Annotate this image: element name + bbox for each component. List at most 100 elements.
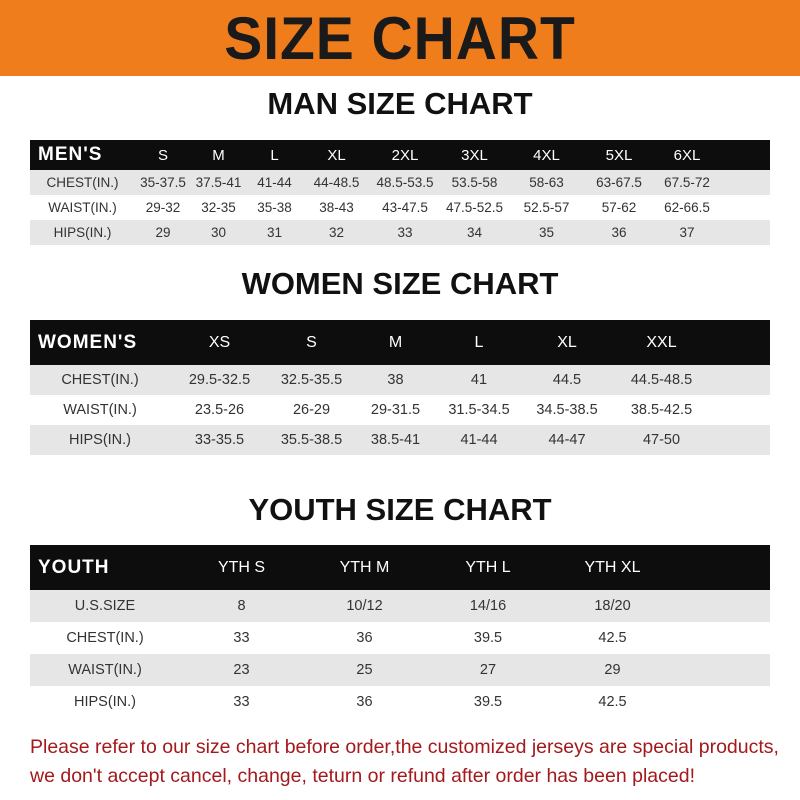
size-header: 6XL [673, 146, 701, 164]
table-cell: 29.5-32.5 [188, 372, 251, 388]
size-header: YTH L [465, 558, 511, 576]
table-header-label: YOUTH [38, 556, 110, 578]
table-cell: 41-44 [460, 432, 498, 448]
table-row: HIPS(IN.) 29 30 31 32 33 34 35 36 37 [30, 220, 770, 245]
row-label: HIPS(IN.) [53, 225, 112, 240]
table-row: HIPS(IN.) 33-35.5 35.5-38.5 38.5-41 41-44 44-… [30, 425, 770, 455]
table-header-label: MEN'S [38, 144, 103, 165]
table-cell: 33-35.5 [194, 432, 245, 448]
table-cell: 38.5-41 [370, 432, 421, 448]
table-row: WAIST(IN.) 23 25 27 29 [30, 654, 770, 686]
table-cell: 23 [233, 662, 250, 678]
row-label: WAIST(IN.) [63, 402, 137, 418]
table-cell: 32 [328, 225, 345, 240]
size-header: XL [557, 333, 577, 351]
table-cell: 35-37.5 [140, 175, 186, 190]
table-row: CHEST(IN.) 29.5-32.5 32.5-35.5 38 41 44.5 44.5… [30, 365, 770, 395]
table-cell: 14/16 [469, 598, 507, 614]
table-cell: 58-63 [529, 175, 564, 190]
table-cell: 32-35 [201, 200, 236, 215]
notice-line-1: Please refer to our size chart before or… [30, 736, 779, 758]
table-cell: 27 [479, 662, 497, 678]
table-row: CHEST(IN.) 33 36 39.5 42.5 [30, 622, 770, 654]
size-header: XS [208, 333, 231, 351]
row-label: HIPS(IN.) [68, 432, 132, 448]
table-cell: 29 [155, 225, 171, 240]
table-cell: 37.5-41 [195, 175, 242, 190]
table-cell: 18/20 [594, 598, 631, 614]
notice-line-2: we don't accept cancel, change, teturn o… [30, 765, 695, 787]
size-header: 4XL [533, 146, 560, 164]
size-header: 3XL [461, 146, 488, 164]
table-cell: 67.5-72 [664, 175, 710, 190]
banner-title: SIZE CHART [224, 4, 576, 72]
row-label: CHEST(IN.) [61, 372, 139, 388]
table-cell: 26-29 [292, 402, 331, 418]
table-cell: 44.5 [552, 372, 582, 388]
table-cell: 33 [397, 225, 413, 240]
size-header: S [157, 146, 168, 164]
size-header: 5XL [605, 146, 633, 164]
table-cell: 39.5 [473, 694, 503, 710]
table-header-label: WOMEN'S [38, 331, 138, 353]
table-cell: 44.5-48.5 [630, 372, 693, 388]
men-size-table: MEN'S S M L XL 2XL 3XL 4XL 5XL 6XL CHEST(IN.) 35-37… [30, 140, 770, 245]
table-cell: 41-44 [257, 175, 292, 190]
table-cell: 47-50 [642, 432, 681, 448]
header-row: MEN'S S M L XL 2XL 3XL 4XL 5XL 6XL [30, 140, 770, 170]
row-label: U.S.SIZE [74, 598, 136, 614]
row-label: CHEST(IN.) [46, 175, 119, 190]
table-row: WAIST(IN.) 29-32 32-35 35-38 38-43 43-47.5 47.… [30, 195, 770, 220]
size-notice: Please refer to our size chart before or… [30, 733, 790, 791]
size-header: S [306, 333, 317, 351]
table-cell: 25 [356, 662, 373, 678]
table-cell: 36 [611, 225, 627, 240]
row-label: CHEST(IN.) [66, 630, 144, 646]
table-cell: 30 [210, 225, 227, 240]
table-cell: 35-38 [257, 200, 292, 215]
men-title: MAN SIZE CHART [267, 86, 533, 121]
table-cell: 63-67.5 [596, 175, 642, 190]
table-cell: 48.5-53.5 [376, 175, 434, 190]
size-header: YTH XL [584, 558, 641, 576]
table-cell: 36 [356, 630, 373, 646]
size-header: YTH M [339, 558, 390, 576]
youth-size-table: YOUTH YTH S YTH M YTH L YTH XL U.S.SIZE 8 10/12… [30, 545, 770, 718]
table-cell: 23.5-26 [194, 402, 245, 418]
table-cell: 52.5-57 [523, 200, 570, 215]
table-cell: 43-47.5 [382, 200, 428, 215]
size-header: 2XL [391, 146, 419, 164]
table-cell: 39.5 [473, 630, 503, 646]
table-row: WAIST(IN.) 23.5-26 26-29 29-31.5 31.5-34.5 34… [30, 395, 770, 425]
table-cell: 36 [356, 694, 373, 710]
size-header: M [212, 146, 225, 164]
table-cell: 42.5 [598, 630, 627, 646]
table-cell: 33 [233, 694, 250, 710]
table-cell: 35.5-38.5 [280, 432, 343, 448]
table-cell: 53.5-58 [451, 175, 498, 190]
table-cell: 29-31.5 [370, 402, 421, 418]
table-cell: 34.5-38.5 [536, 402, 598, 418]
size-header: M [388, 333, 403, 351]
size-header: L [270, 146, 279, 164]
row-label: WAIST(IN.) [48, 200, 117, 215]
table-cell: 41 [470, 372, 488, 388]
table-cell: 8 [237, 598, 246, 614]
header-row: YOUTH YTH S YTH M YTH L YTH XL [30, 545, 770, 590]
table-cell: 29-32 [145, 200, 181, 215]
table-cell: 57-62 [601, 200, 637, 215]
youth-title: YOUTH SIZE CHART [248, 492, 552, 527]
table-cell: 62-66.5 [664, 200, 710, 215]
table-row: HIPS(IN.) 33 36 39.5 42.5 [30, 686, 770, 718]
header-row: WOMEN'S XS S M L XL XXL [30, 320, 770, 365]
table-cell: 29 [604, 662, 621, 678]
size-header: XL [327, 146, 346, 164]
table-cell: 42.5 [598, 694, 627, 710]
table-cell: 37 [679, 225, 695, 240]
banner: SIZE CHART [0, 0, 800, 76]
table-cell: 38 [387, 372, 404, 388]
row-label: WAIST(IN.) [68, 662, 142, 678]
size-header: L [474, 333, 484, 351]
table-cell: 33 [233, 630, 250, 646]
table-row: CHEST(IN.) 35-37.5 37.5-41 41-44 44-48.5 48.5… [30, 170, 770, 195]
